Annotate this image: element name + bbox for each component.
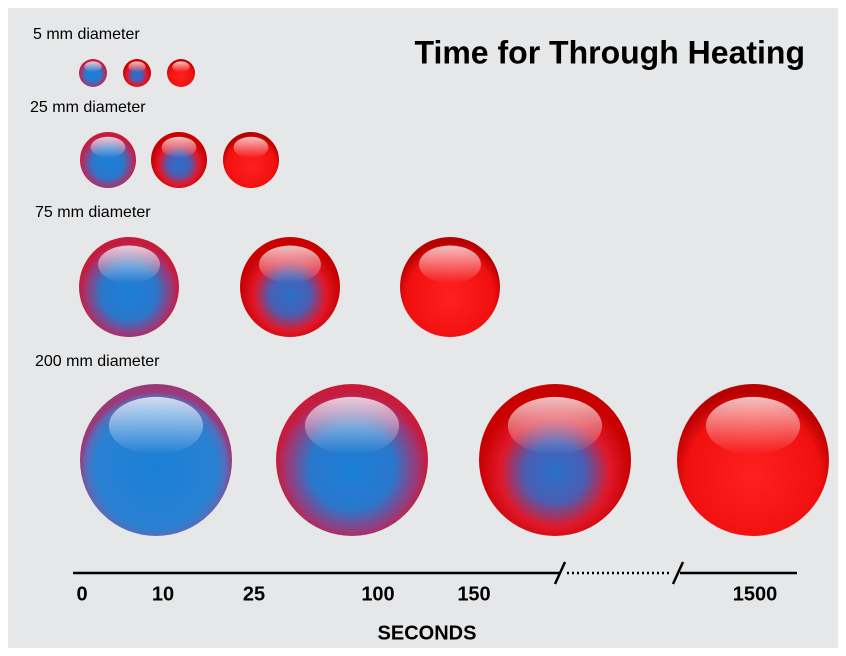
row-label: 25 mm diameter — [30, 99, 146, 116]
sphere-highlight — [259, 245, 321, 284]
sphere-highlight — [98, 245, 160, 284]
tick-label: 150 — [457, 583, 490, 605]
axis — [73, 561, 797, 585]
axis-label: SECONDS — [378, 622, 477, 644]
sphere-highlight — [84, 61, 102, 73]
axis-break — [671, 561, 685, 585]
sphere-highlight — [128, 61, 146, 73]
tick-label: 25 — [243, 583, 265, 605]
sphere-highlight — [172, 61, 190, 73]
sphere-highlight — [161, 136, 197, 159]
sphere-highlight — [233, 136, 269, 159]
sphere-highlight — [90, 136, 126, 159]
title: Time for Through Heating — [414, 34, 805, 70]
row-label: 75 mm diameter — [35, 204, 151, 221]
sphere-highlight — [507, 396, 603, 455]
row-label: 5 mm diameter — [33, 26, 140, 43]
sphere-highlight — [419, 245, 481, 284]
tick-label: 1500 — [733, 583, 778, 605]
axis-break — [553, 561, 567, 585]
tick-label: 100 — [361, 583, 394, 605]
sphere-highlight — [705, 396, 801, 455]
tick-label: 0 — [76, 583, 87, 605]
sphere-highlight — [108, 396, 204, 455]
tick-label: 10 — [152, 583, 174, 605]
row-label: 200 mm diameter — [35, 353, 160, 370]
sphere-highlight — [304, 396, 400, 455]
